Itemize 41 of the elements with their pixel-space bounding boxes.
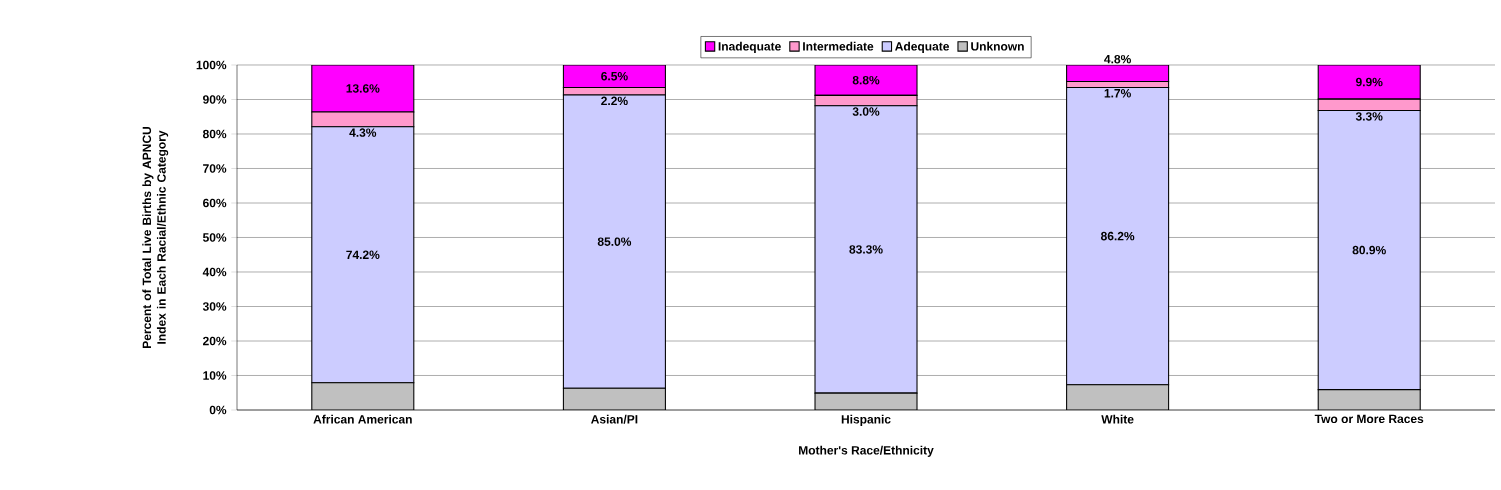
data-label: 80.9% bbox=[1352, 245, 1386, 255]
y-tick-label: 30% bbox=[202, 302, 227, 311]
legend-label: Intermediate bbox=[803, 41, 874, 51]
data-label: 74.2% bbox=[346, 250, 380, 259]
data-label: 4.8% bbox=[1104, 54, 1131, 64]
y-tick-label: 0% bbox=[209, 405, 227, 415]
y-tick-label: 20% bbox=[203, 336, 227, 346]
data-label: 83.3% bbox=[849, 245, 883, 254]
bar bbox=[1317, 65, 1421, 100]
data-label: 6.5% bbox=[601, 71, 628, 81]
y-tick-label: 50% bbox=[202, 233, 227, 242]
x-tick-label: White bbox=[1101, 414, 1134, 424]
y-axis-title: Percent of Total Live Births by APNCU Index in Each Racial/Ethnic Category bbox=[142, 127, 169, 348]
legend-label: Unknown bbox=[971, 41, 1024, 51]
legend-label: Inadequate bbox=[718, 41, 781, 53]
data-label: 1.7% bbox=[1104, 89, 1131, 98]
y-tick-label: 80% bbox=[202, 129, 227, 139]
x-axis-title: Mother's Race/Ethnicity bbox=[799, 445, 934, 457]
x-tick-label: Asian/PI bbox=[591, 414, 638, 424]
bar bbox=[311, 65, 415, 113]
y-tick-label: 60% bbox=[203, 198, 227, 208]
data-label: 13.6% bbox=[346, 84, 380, 93]
data-label: 86.2% bbox=[1100, 231, 1135, 241]
y-tick-label: 70% bbox=[203, 164, 227, 173]
data-label: 2.2% bbox=[601, 96, 628, 106]
y-tick-label: 40% bbox=[202, 267, 227, 277]
x-tick-label: Two or More Races bbox=[1314, 414, 1424, 424]
x-tick-label: African American bbox=[313, 414, 412, 424]
y-tick-label: 100% bbox=[196, 60, 227, 70]
y-tick-label: 10% bbox=[203, 371, 227, 380]
legend-label: Adequate bbox=[895, 41, 950, 53]
data-label: 85.0% bbox=[597, 237, 632, 246]
bar bbox=[814, 65, 918, 96]
y-tick-label: 90% bbox=[203, 95, 227, 104]
bar bbox=[1066, 65, 1170, 83]
data-label: 3.0% bbox=[852, 107, 880, 116]
data-label: 8.8% bbox=[852, 75, 880, 85]
data-label: 9.9% bbox=[1355, 77, 1383, 87]
x-tick-label: Hispanic bbox=[841, 414, 891, 426]
data-label: 3.3% bbox=[1355, 112, 1383, 121]
data-label: 4.3% bbox=[349, 128, 377, 137]
